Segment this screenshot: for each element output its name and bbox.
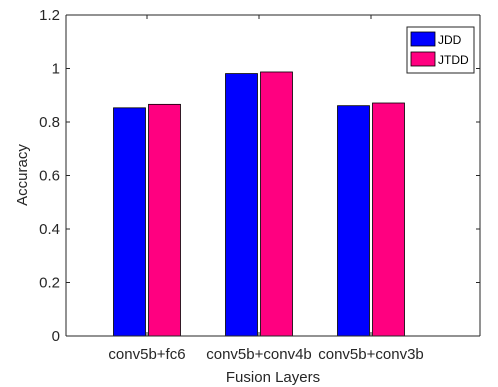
legend: JDD JTDD: [406, 26, 475, 74]
bars-layer: [113, 71, 405, 337]
legend-label-jdd: JDD: [438, 33, 462, 47]
y-tick-label: 0.8: [39, 114, 60, 131]
x-tick-label: conv5b+fc6: [108, 346, 185, 363]
x-axis-label: Fusion Layers: [226, 369, 320, 386]
x-tick-label: conv5b+conv4b: [206, 346, 312, 363]
bar-jdd-0: [113, 107, 146, 337]
ticks-layer: 0 0.2 0.4 0.6 0.8 1 1.2 conv5b+fc6 conv5b+conv4b…: [39, 7, 480, 363]
legend-swatch-jdd: [410, 31, 436, 47]
y-axis-label: Accuracy: [14, 144, 31, 206]
legend-swatch-jtdd: [410, 51, 436, 67]
y-tick-label: 1.2: [39, 7, 60, 24]
bar-jtdd-1: [260, 71, 293, 337]
y-tick-label: 0: [52, 328, 60, 345]
bar-jtdd-0: [148, 103, 181, 337]
bar-jdd-1: [225, 73, 258, 337]
bar-jtdd-2: [372, 102, 405, 337]
legend-label-jtdd: JTDD: [438, 53, 469, 67]
y-tick-label: 0.6: [39, 168, 60, 185]
bar-jdd-2: [337, 105, 370, 337]
y-tick-label: 0.4: [39, 221, 60, 238]
x-tick-label: conv5b+conv3b: [318, 346, 424, 363]
y-tick-label: 0.2: [39, 275, 60, 292]
y-tick-label: 1: [52, 61, 60, 78]
